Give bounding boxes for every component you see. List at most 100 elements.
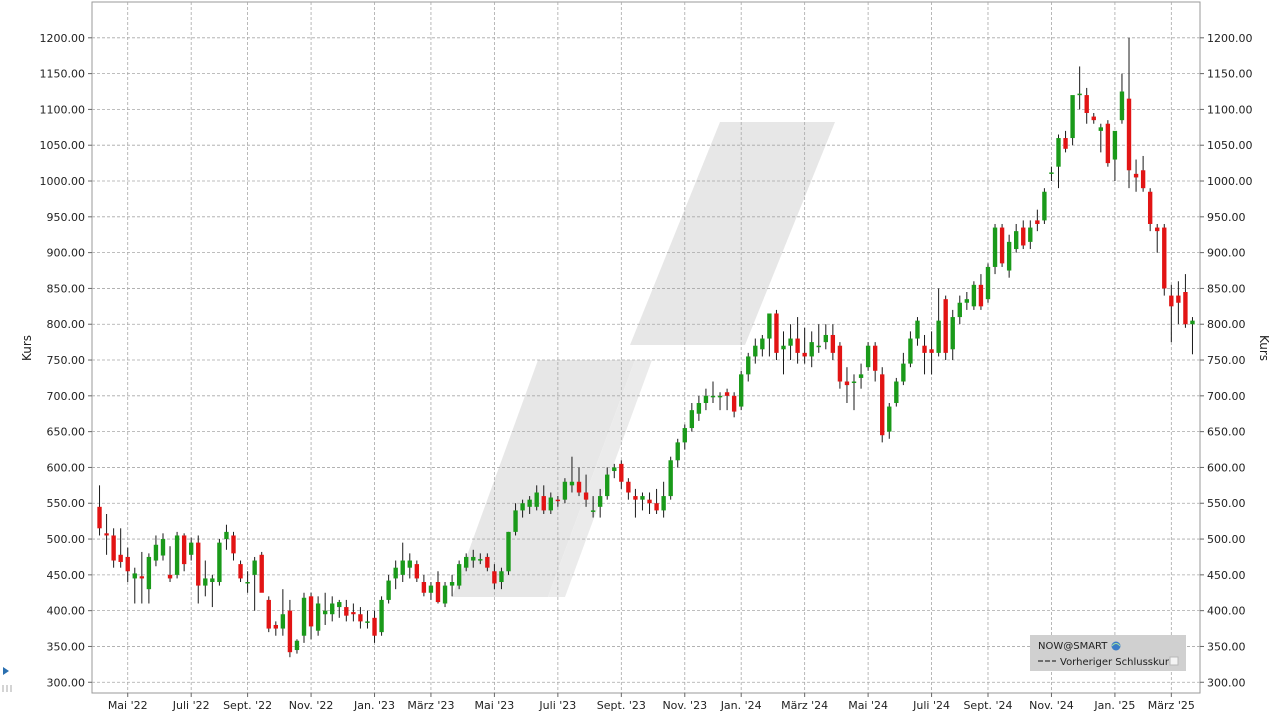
globe-icon[interactable] xyxy=(1111,641,1121,651)
candle-body-up xyxy=(1077,93,1082,96)
candle xyxy=(837,342,843,389)
y-tick-label-right: 750.00 xyxy=(1207,354,1246,367)
candle xyxy=(710,381,716,403)
candle-body-down xyxy=(576,481,582,493)
candle-body-up xyxy=(506,531,511,572)
candle-body-down xyxy=(1091,116,1096,121)
candle xyxy=(442,582,448,608)
candle-body-up xyxy=(315,603,321,631)
candle-body-up xyxy=(245,582,250,584)
candle-body-up xyxy=(132,573,137,579)
candle xyxy=(583,474,589,507)
candle-body-up xyxy=(781,345,786,350)
candle xyxy=(809,331,814,368)
candle-body-up xyxy=(964,299,970,303)
candle-body-down xyxy=(167,574,173,579)
candle-body-up xyxy=(252,560,257,575)
candle xyxy=(640,492,645,511)
candle-body-up xyxy=(703,395,709,403)
candle-body-up xyxy=(217,542,222,583)
candle xyxy=(174,531,180,579)
candle-body-up xyxy=(548,497,553,511)
candle xyxy=(322,592,328,625)
candle xyxy=(125,547,130,583)
candle-body-up xyxy=(957,302,962,318)
candle-body-down xyxy=(999,227,1005,264)
candle xyxy=(365,610,370,629)
candle xyxy=(696,395,702,421)
x-tick-label: Jan. '25 xyxy=(1093,699,1135,712)
candle xyxy=(534,485,539,511)
legend-toggle-checkbox[interactable] xyxy=(1169,656,1179,666)
candle xyxy=(231,531,236,561)
y-tick-label-left: 300.00 xyxy=(47,676,86,689)
candle xyxy=(724,388,730,411)
y-tick-label-right: 500.00 xyxy=(1207,533,1246,546)
x-tick-label: Juli '22 xyxy=(172,699,210,712)
candle-body-down xyxy=(259,554,264,593)
candle-body-down xyxy=(196,542,201,586)
candle xyxy=(139,551,145,604)
candle-body-up xyxy=(330,603,335,615)
y-tick-label-right: 1000.00 xyxy=(1207,175,1253,188)
candle-body-down xyxy=(1183,292,1188,325)
candle xyxy=(858,363,864,389)
candle xyxy=(1140,155,1146,192)
candle-body-up xyxy=(1190,320,1195,325)
candle xyxy=(337,599,342,618)
legend-source: NOW@SMART xyxy=(1038,641,1108,652)
candle xyxy=(576,467,582,497)
candle-body-up xyxy=(1042,191,1047,221)
candle xyxy=(569,456,575,493)
candle xyxy=(936,288,941,357)
candle-body-down xyxy=(830,334,836,353)
candle xyxy=(1070,95,1075,146)
candle-body-up xyxy=(464,556,469,568)
candle-body-down xyxy=(619,463,624,482)
y-tick-label-left: 750.00 xyxy=(47,354,86,367)
candle-body-down xyxy=(1021,227,1026,246)
candle xyxy=(1147,188,1153,232)
x-tick-label: Sept. '24 xyxy=(963,699,1012,712)
candle-body-down xyxy=(731,395,737,412)
candle-body-up xyxy=(1014,231,1019,250)
candle xyxy=(315,596,321,636)
candle-body-down xyxy=(358,614,363,622)
candle xyxy=(788,324,793,361)
candle-body-up xyxy=(386,580,391,600)
candle xyxy=(999,223,1005,267)
candle xyxy=(330,596,335,622)
candle-body-down xyxy=(774,313,779,353)
candle xyxy=(1006,234,1012,278)
candle xyxy=(181,533,187,572)
candle-body-up xyxy=(294,640,300,651)
candle xyxy=(492,564,497,590)
candle-body-up xyxy=(710,395,716,398)
y-tick-label-left: 900.00 xyxy=(47,247,86,260)
x-tick-label: Nov. '24 xyxy=(1029,699,1074,712)
candle xyxy=(132,567,137,604)
candle xyxy=(844,367,850,403)
candle xyxy=(266,596,271,633)
candle-body-up xyxy=(153,544,159,561)
y-tick-label-left: 450.00 xyxy=(47,569,86,582)
y-tick-label-left: 950.00 xyxy=(47,211,86,224)
plot-background xyxy=(91,1,1201,694)
candle-body-up xyxy=(992,227,998,267)
x-tick-label: Sept. '22 xyxy=(223,699,272,712)
candle-body-down xyxy=(344,607,349,616)
candle xyxy=(471,549,476,568)
candle-body-up xyxy=(851,381,857,384)
candle xyxy=(252,556,257,611)
candle-body-up xyxy=(534,492,539,507)
candle-body-down xyxy=(1105,123,1111,164)
y-tick-label-left: 400.00 xyxy=(47,605,86,618)
candle xyxy=(760,334,765,357)
legend-background xyxy=(1030,635,1186,671)
y-tick-label-right: 1150.00 xyxy=(1207,68,1253,81)
y-tick-label-left: 650.00 xyxy=(47,426,86,439)
candle xyxy=(1183,274,1188,328)
candle xyxy=(1162,223,1167,296)
candle xyxy=(675,438,680,468)
x-axis: Mai '22 Juli '22 Sept. '22 Nov. '22 Jan. '23… xyxy=(108,693,1195,712)
